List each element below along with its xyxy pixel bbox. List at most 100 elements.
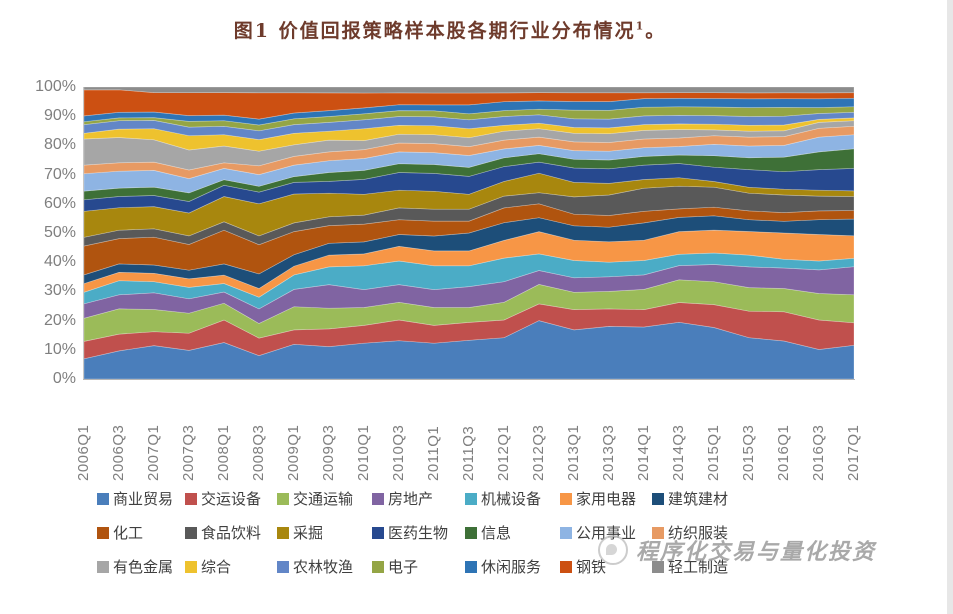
legend-swatch-icon (652, 560, 664, 573)
x-axis-line (83, 379, 855, 380)
x-tick-label: 2014Q1 (635, 424, 652, 481)
legend-swatch-icon (560, 526, 572, 539)
legend-label: 化工 (113, 525, 144, 542)
legend-label: 医药生物 (388, 525, 449, 542)
legend-item-医药生物: 医药生物 (372, 522, 465, 543)
series-area-交通运输 (84, 279, 854, 342)
x-tick-label: 2012Q3 (530, 424, 547, 481)
legend-item-电子: 电子 (372, 556, 465, 577)
legend-item-建筑建材: 建筑建材 (652, 488, 782, 509)
chart-legend: 商业贸易 交运设备 交通运输 房地产 机械设备 家用电器 建筑建材化工 食品饮料 采掘 医药生物 信… (97, 488, 782, 590)
legend-swatch-icon (560, 492, 572, 505)
stacked-area-chart (84, 87, 854, 379)
chart-plot-area (84, 87, 854, 379)
x-tick-label: 2013Q1 (565, 424, 582, 481)
legend-label: 纺织服装 (668, 525, 729, 542)
x-tick-label: 2016Q3 (810, 424, 827, 481)
legend-swatch-icon (97, 492, 109, 505)
x-tick-label: 2006Q3 (110, 424, 127, 481)
legend-item-综合: 综合 (185, 556, 277, 577)
x-tick-label: 2015Q1 (705, 424, 722, 481)
series-area-信息 (84, 148, 854, 202)
legend-label: 休闲服务 (481, 559, 542, 576)
legend-swatch-icon (652, 526, 664, 539)
y-tick-label: 30% (43, 282, 76, 300)
y-axis-line (83, 87, 84, 380)
x-tick-label: 2007Q3 (180, 424, 197, 481)
legend-item-化工: 化工 (97, 522, 185, 543)
legend-swatch-icon (560, 560, 572, 573)
legend-label: 交运设备 (201, 491, 262, 508)
legend-swatch-icon (97, 526, 109, 539)
y-tick-label: 70% (43, 165, 76, 183)
series-area-农林牧渔 (84, 111, 854, 140)
legend-swatch-icon (277, 560, 289, 573)
x-tick-label: 2008Q1 (215, 424, 232, 481)
legend-swatch-icon (372, 492, 384, 505)
series-area-商业贸易 (84, 320, 854, 379)
y-tick-label: 40% (43, 253, 76, 271)
legend-label: 农林牧渔 (293, 559, 354, 576)
x-tick-label: 2006Q1 (75, 424, 92, 481)
x-tick-label: 2016Q1 (775, 424, 792, 481)
legend-swatch-icon (185, 492, 197, 505)
series-area-综合 (84, 117, 854, 152)
legend-label: 家用电器 (576, 491, 637, 508)
y-tick-label: 10% (43, 340, 76, 358)
legend-item-钢铁: 钢铁 (560, 556, 652, 577)
legend-label: 轻工制造 (668, 559, 729, 576)
legend-swatch-icon (97, 560, 109, 573)
x-tick-label: 2012Q1 (495, 424, 512, 481)
legend-swatch-icon (652, 492, 664, 505)
series-area-机械设备 (84, 252, 854, 310)
x-tick-label: 2011Q3 (460, 425, 477, 481)
legend-swatch-icon (372, 560, 384, 573)
legend-item-机械设备: 机械设备 (465, 488, 560, 509)
legend-item-有色金属: 有色金属 (97, 556, 185, 577)
x-tick-label: 2007Q1 (145, 424, 162, 481)
figure-title: 图1 价值回报策略样本股各期行业分布情况1。 (0, 16, 900, 43)
legend-swatch-icon (372, 526, 384, 539)
legend-item-农林牧渔: 农林牧渔 (277, 556, 372, 577)
legend-item-食品饮料: 食品饮料 (185, 522, 277, 543)
x-tick-label: 2011Q1 (425, 425, 442, 481)
legend-label: 综合 (201, 559, 232, 576)
x-tick-label: 2010Q3 (390, 424, 407, 481)
y-tick-label: 60% (43, 194, 76, 212)
legend-swatch-icon (277, 526, 289, 539)
x-tick-label: 2009Q1 (285, 424, 302, 481)
legend-label: 钢铁 (576, 559, 607, 576)
legend-item-信息: 信息 (465, 522, 560, 543)
legend-item-纺织服装: 纺织服装 (652, 522, 782, 543)
y-tick-label: 20% (43, 311, 76, 329)
y-tick-label: 80% (43, 136, 76, 154)
series-area-有色金属 (84, 120, 854, 171)
x-tick-label: 2013Q3 (600, 424, 617, 481)
x-axis: 2006Q1 2006Q3 2007Q1 2007Q3 2008Q1 2008Q3 2009… (75, 387, 862, 482)
x-tick-label: 2017Q1 (845, 424, 862, 481)
figure-title-text: 图1 价值回报策略样本股各期行业分布情况 (233, 20, 636, 42)
legend-label: 房地产 (388, 491, 434, 508)
legend-label: 食品饮料 (201, 525, 262, 542)
x-tick-label: 2008Q3 (250, 424, 267, 481)
legend-label: 商业贸易 (113, 491, 174, 508)
legend-label: 有色金属 (113, 559, 174, 576)
page-edge-strip (947, 0, 953, 614)
legend-item-休闲服务: 休闲服务 (465, 556, 560, 577)
series-area-钢铁 (84, 89, 854, 120)
series-area-轻工制造 (84, 87, 854, 94)
figure-title-footnote-marker: 1 (635, 19, 646, 33)
legend-item-房地产: 房地产 (372, 488, 465, 509)
legend-item-采掘: 采掘 (277, 522, 372, 543)
legend-item-交通运输: 交通运输 (277, 488, 372, 509)
legend-label: 交通运输 (293, 491, 354, 508)
legend-label: 机械设备 (481, 491, 542, 508)
legend-swatch-icon (185, 560, 197, 573)
watermark-logo-icon (598, 535, 628, 565)
legend-label: 电子 (388, 559, 419, 576)
legend-item-商业贸易: 商业贸易 (97, 488, 185, 509)
x-tick-label: 2014Q3 (670, 424, 687, 481)
watermark-text: 程序化交易与量化投资 (636, 539, 877, 564)
y-axis: 0% 10% 20% 30% 40% 50% 60% 70% 80% 90% 100% (0, 78, 78, 387)
